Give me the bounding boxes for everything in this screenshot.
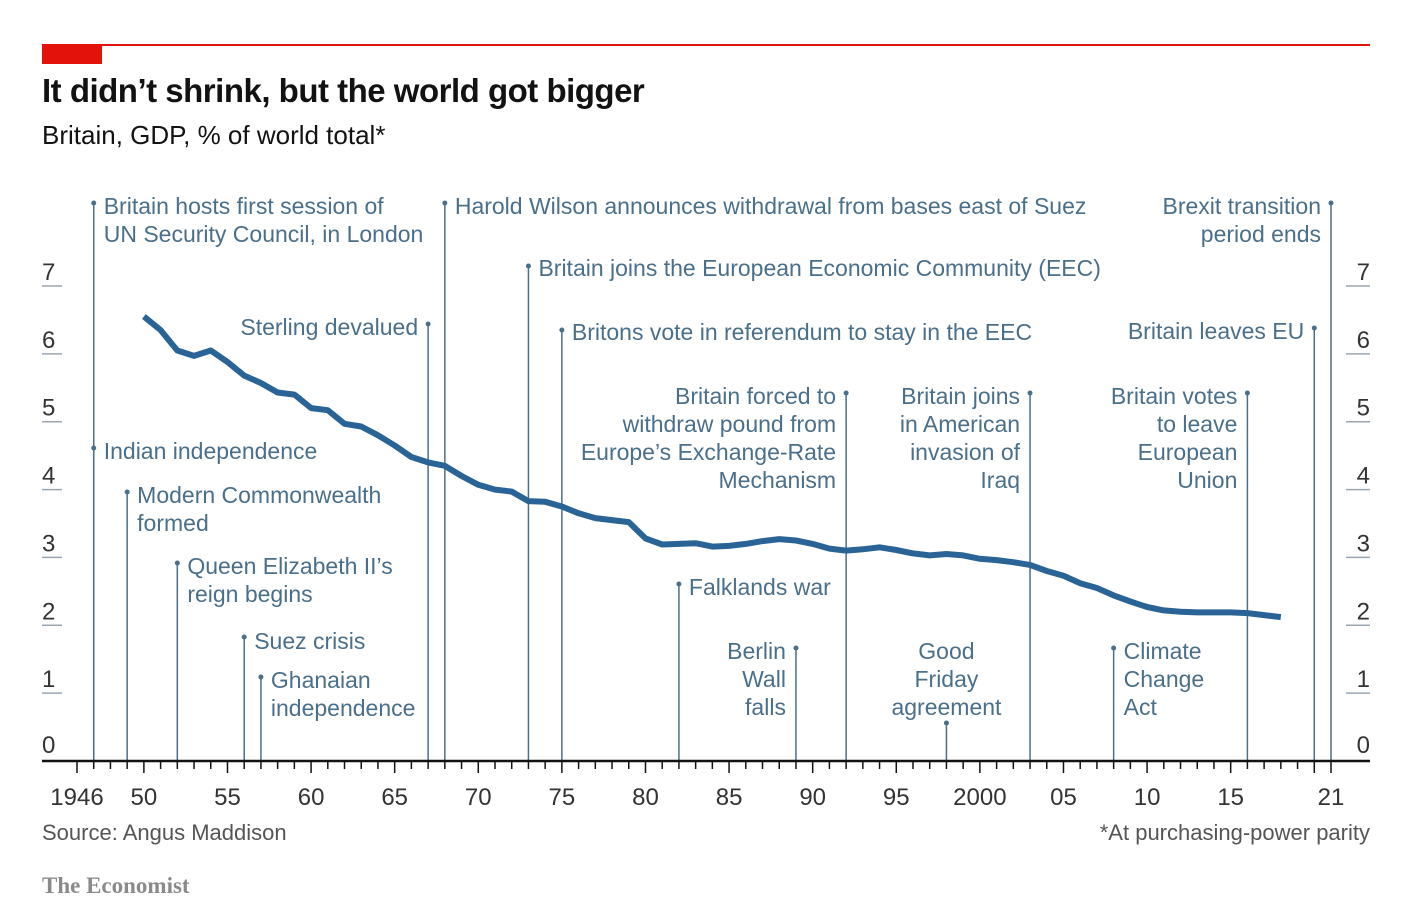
x-tick-label: 05 xyxy=(1050,784,1077,811)
annotation-label: Britons vote in referendum to stay in th… xyxy=(572,319,1032,345)
x-tick-label: 15 xyxy=(1217,784,1244,811)
annotation-label: Ghanaian xyxy=(271,667,371,693)
x-tick-label: 75 xyxy=(549,784,576,811)
annotation-label: Union xyxy=(1177,467,1237,493)
series-line-gdp-share xyxy=(142,314,1282,621)
annotation-dot xyxy=(258,674,264,680)
x-tick-label: 1946 xyxy=(50,784,103,811)
annotation-dot xyxy=(676,581,682,587)
x-tick-label: 60 xyxy=(298,784,325,811)
annotation-label: Good xyxy=(918,638,974,664)
annotation-label: Iraq xyxy=(980,467,1020,493)
annotation-label: falls xyxy=(745,694,786,720)
y-tick-label-right: 5 xyxy=(1357,395,1370,422)
annotation-label: period ends xyxy=(1201,221,1321,247)
x-tick-label: 90 xyxy=(799,784,826,811)
annotation-label: formed xyxy=(137,510,209,536)
x-tick-label: 65 xyxy=(381,784,408,811)
y-tick-label-left: 0 xyxy=(42,732,55,759)
x-tick-label: 95 xyxy=(883,784,910,811)
annotation-label: Britain votes xyxy=(1111,383,1238,409)
annotation-dot xyxy=(843,390,849,396)
y-tick-label-left: 1 xyxy=(42,666,55,693)
x-tick-label: 55 xyxy=(214,784,241,811)
annotation-dot xyxy=(525,263,531,269)
economist-logo: The Economist xyxy=(42,873,190,898)
source-note: Source: Angus Maddison xyxy=(42,820,287,845)
annotation-dot xyxy=(1027,390,1033,396)
x-tick-label: 2000 xyxy=(953,784,1006,811)
annotation-dot xyxy=(174,560,180,566)
annotation-dot xyxy=(241,634,247,640)
annotation-label: Harold Wilson announces withdrawal from … xyxy=(455,193,1087,219)
annotation-label: Sterling devalued xyxy=(240,314,418,340)
annotation-dot xyxy=(425,321,431,327)
y-tick-label-right: 3 xyxy=(1357,530,1370,557)
annotation-label: Friday xyxy=(914,666,978,692)
annotation-label: Mechanism xyxy=(719,467,837,493)
footnote: *At purchasing-power parity xyxy=(1099,820,1370,845)
annotation-label: in American xyxy=(900,411,1020,437)
chart-subtitle: Britain, GDP, % of world total* xyxy=(42,120,386,150)
y-tick-label-right: 1 xyxy=(1357,666,1370,693)
y-tick-label-right: 4 xyxy=(1357,463,1370,490)
annotation-dot xyxy=(1328,200,1334,206)
annotation-label: Britain joins xyxy=(901,383,1020,409)
annotation-dot xyxy=(793,645,799,651)
annotation-label: Britain joins the European Economic Comm… xyxy=(538,255,1100,281)
annotation-label: withdraw pound from xyxy=(622,411,837,437)
annotation-label: Modern Commonwealth xyxy=(137,482,381,508)
y-tick-label-left: 6 xyxy=(42,327,55,354)
annotation-label: Britain leaves EU xyxy=(1128,318,1304,344)
annotation-label: Act xyxy=(1124,694,1158,720)
y-tick-label-left: 3 xyxy=(42,530,55,557)
annotation-label: Brexit transition xyxy=(1162,193,1321,219)
annotation-label: independence xyxy=(271,695,416,721)
annotation-label: Queen Elizabeth II’s xyxy=(187,553,392,579)
y-tick-label-left: 4 xyxy=(42,463,55,490)
annotation-dot xyxy=(1111,645,1117,651)
annotation-label: Indian independence xyxy=(104,438,318,464)
x-tick-label: 85 xyxy=(716,784,743,811)
annotation-dot xyxy=(1311,325,1317,331)
annotation-label: Europe’s Exchange-Rate xyxy=(581,439,836,465)
y-tick-label-left: 5 xyxy=(42,395,55,422)
annotation-label: reign begins xyxy=(187,581,312,607)
annotation-label: to leave xyxy=(1157,411,1238,437)
annotation-label: agreement xyxy=(891,694,1002,720)
chart-title: It didn’t shrink, but the world got bigg… xyxy=(42,72,645,109)
y-tick-label-right: 6 xyxy=(1357,327,1370,354)
y-tick-label-right: 0 xyxy=(1357,732,1370,759)
y-tick-label-right: 7 xyxy=(1357,259,1370,286)
annotation-label: UN Security Council, in London xyxy=(104,221,424,247)
annotation-label: Wall xyxy=(742,666,786,692)
annotation-dot xyxy=(91,445,97,451)
annotation-dot xyxy=(91,200,97,206)
annotation-label: Berlin xyxy=(727,638,786,664)
x-tick-label: 80 xyxy=(632,784,659,811)
annotation-label: Falklands war xyxy=(689,574,831,600)
annotation-dot xyxy=(124,489,130,495)
y-tick-label-left: 7 xyxy=(42,259,55,286)
x-tick-label: 10 xyxy=(1134,784,1161,811)
brand-accent-block xyxy=(42,44,102,64)
annotation-label: Suez crisis xyxy=(254,628,365,654)
annotation-label: invasion of xyxy=(910,439,1021,465)
x-tick-label: 50 xyxy=(131,784,158,811)
annotation-dot xyxy=(1244,390,1250,396)
annotation-label: European xyxy=(1138,439,1238,465)
annotation-dot xyxy=(943,720,949,726)
y-tick-label-left: 2 xyxy=(42,598,55,625)
annotation-label: Change xyxy=(1124,666,1205,692)
annotation-label: Britain forced to xyxy=(675,383,836,409)
y-tick-label-right: 2 xyxy=(1357,598,1370,625)
annotation-dot xyxy=(559,327,565,333)
x-tick-label: 21 xyxy=(1318,784,1345,811)
x-tick-label: 70 xyxy=(465,784,492,811)
annotation-dot xyxy=(442,200,448,206)
annotation-label: Climate xyxy=(1124,638,1202,664)
top-rule xyxy=(42,44,1370,46)
annotation-label: Britain hosts first session of xyxy=(104,193,385,219)
